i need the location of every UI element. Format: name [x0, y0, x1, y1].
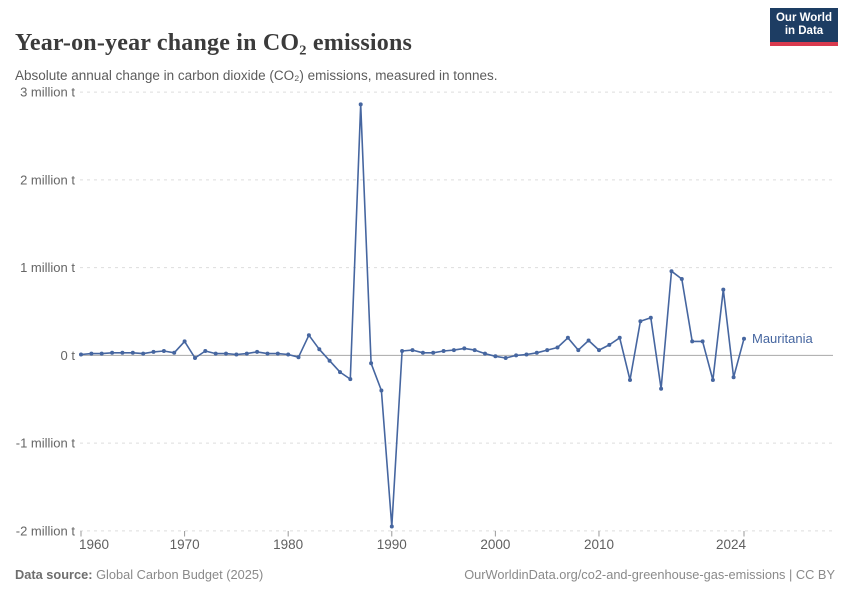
data-point[interactable] [451, 348, 456, 353]
data-point[interactable] [358, 102, 363, 107]
data-point[interactable] [182, 339, 187, 344]
data-point[interactable] [555, 345, 560, 350]
x-tick-label: 2000 [480, 537, 510, 552]
data-point[interactable] [420, 350, 425, 355]
data-point[interactable] [286, 352, 291, 357]
y-tick-label: -1 million t [16, 436, 76, 451]
owid-logo[interactable]: Our World in Data [770, 8, 838, 46]
owid-logo-line1: Our World [775, 12, 832, 24]
data-point[interactable] [638, 319, 643, 324]
y-tick-label: 1 million t [20, 260, 75, 275]
data-point[interactable] [669, 269, 674, 274]
data-source-value: Global Carbon Budget (2025) [92, 567, 264, 582]
data-point[interactable] [410, 348, 415, 353]
x-tick-label: 1960 [79, 537, 109, 552]
data-point[interactable] [348, 377, 353, 382]
data-source-note: Data source: Global Carbon Budget (2025) [15, 567, 263, 582]
data-point[interactable] [576, 348, 581, 353]
page-title: Year-on-year change in CO₂ emissions [15, 30, 413, 57]
x-tick-label: 1980 [273, 537, 303, 552]
data-point[interactable] [120, 350, 125, 355]
chart-subtitle: Absolute annual change in carbon dioxide… [15, 67, 498, 83]
data-point[interactable] [617, 335, 622, 340]
data-point[interactable] [306, 333, 311, 338]
data-point[interactable] [275, 351, 280, 356]
data-point[interactable] [172, 350, 177, 355]
data-line-mauritania[interactable] [80, 103, 745, 528]
data-point[interactable] [317, 347, 322, 352]
y-tick-label: 2 million t [20, 172, 75, 187]
data-point[interactable] [441, 349, 446, 353]
data-point[interactable] [265, 351, 270, 356]
data-point[interactable] [99, 351, 104, 356]
data-point[interactable] [224, 351, 228, 356]
y-tick-label: -2 million t [16, 523, 76, 538]
data-point[interactable] [193, 356, 197, 360]
data-point[interactable] [203, 349, 208, 353]
data-point[interactable] [565, 335, 570, 340]
data-point[interactable] [586, 338, 591, 343]
data-point[interactable] [679, 277, 684, 281]
x-tick-label: 1970 [170, 537, 200, 552]
data-point[interactable] [690, 339, 695, 344]
data-point[interactable] [255, 349, 260, 354]
data-point[interactable] [597, 348, 601, 353]
data-point[interactable] [607, 342, 612, 347]
data-point[interactable] [431, 350, 436, 355]
entity-label-mauritania[interactable]: Mauritania [752, 331, 813, 346]
y-tick-label: 0 t [61, 348, 76, 363]
x-tick-label: 1990 [377, 537, 407, 552]
data-point[interactable] [648, 315, 653, 320]
data-point[interactable] [628, 378, 632, 382]
data-point[interactable] [389, 524, 394, 529]
data-point[interactable] [659, 386, 664, 391]
data-point[interactable] [244, 351, 249, 356]
data-point[interactable] [327, 358, 332, 363]
data-point[interactable] [296, 355, 301, 360]
data-point[interactable] [721, 287, 726, 292]
data-point[interactable] [503, 356, 508, 360]
data-point[interactable] [141, 351, 146, 356]
data-point[interactable] [545, 348, 550, 353]
data-point[interactable] [514, 353, 519, 358]
x-tick-label: 2024 [716, 537, 747, 552]
y-tick-label: 3 million t [20, 85, 75, 100]
data-source-label: Data source: [15, 567, 93, 582]
data-point[interactable] [151, 349, 156, 354]
data-point[interactable] [379, 388, 384, 393]
data-point[interactable] [462, 346, 467, 351]
data-point[interactable] [161, 349, 166, 353]
data-point[interactable] [534, 350, 539, 355]
data-point[interactable] [130, 350, 135, 355]
data-point[interactable] [369, 361, 374, 366]
chart-footer: Data source: Global Carbon Budget (2025)… [15, 567, 835, 582]
data-point[interactable] [524, 352, 529, 357]
data-point[interactable] [338, 370, 342, 375]
data-point[interactable] [700, 339, 705, 344]
data-point[interactable] [742, 336, 746, 341]
data-point[interactable] [472, 348, 477, 353]
data-point[interactable] [234, 352, 239, 357]
data-point[interactable] [493, 354, 498, 359]
owid-logo-line2: in Data [784, 25, 824, 37]
data-point[interactable] [710, 378, 715, 382]
data-point[interactable] [400, 349, 405, 353]
data-point[interactable] [483, 351, 487, 356]
attribution-link[interactable]: OurWorldinData.org/co2-and-greenhouse-ga… [464, 567, 835, 582]
data-point[interactable] [110, 350, 115, 355]
data-point[interactable] [79, 352, 83, 357]
data-point[interactable] [213, 351, 218, 356]
x-tick-label: 2010 [584, 537, 614, 552]
data-point[interactable] [89, 351, 94, 356]
data-point[interactable] [731, 375, 736, 380]
